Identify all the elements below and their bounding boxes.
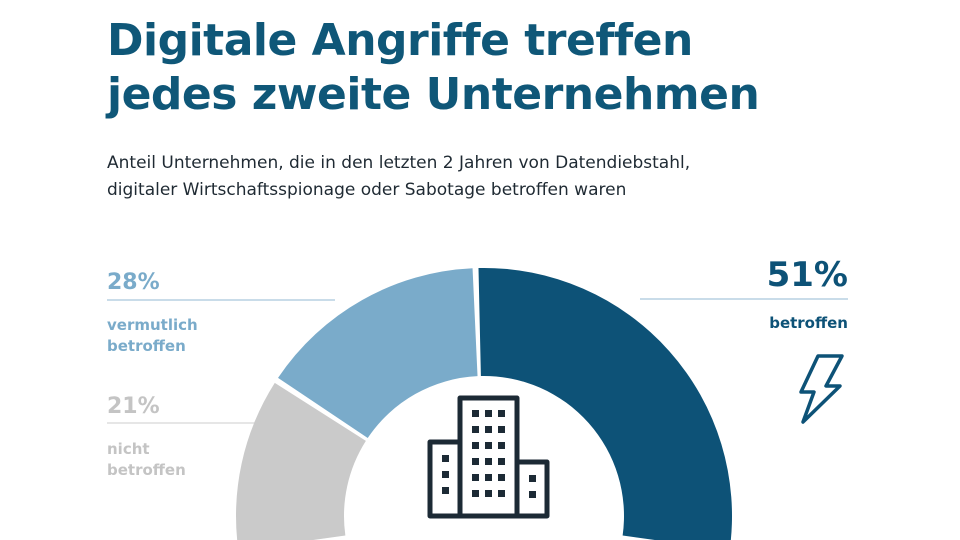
donut-slices: [236, 268, 732, 540]
title-line-1: Digitale Angriffe treffen: [107, 15, 693, 66]
slice-label-nicht-line-1: nicht: [107, 440, 150, 458]
title-line-2: jedes zweite Unternehmen: [107, 69, 760, 120]
subtitle: Anteil Unternehmen, die in den letzten 2…: [107, 150, 690, 204]
slice-label-vermutlich-line-2: betroffen: [107, 337, 186, 355]
slice-vermutlich-betroffen: [278, 268, 478, 439]
value-label-betroffen: 51%: [766, 255, 848, 295]
office-building-icon: [427, 395, 550, 519]
subtitle-line-1: Anteil Unternehmen, die in den letzten 2…: [107, 153, 691, 173]
value-label-vermutlich: 28%: [107, 270, 160, 295]
value-label-nicht: 21%: [107, 394, 160, 419]
lightning-bolt-icon: [799, 354, 844, 424]
slice-label-vermutlich: vermutlich betroffen: [107, 315, 198, 357]
slice-label-nicht-line-2: betroffen: [107, 461, 186, 479]
slice-nicht-betroffen: [236, 382, 366, 540]
page-title: Digitale Angriffe treffen jedes zweite U…: [107, 14, 760, 122]
slice-label-betroffen: betroffen: [769, 314, 848, 332]
slice-betroffen: [478, 268, 732, 540]
slice-label-nicht: nicht betroffen: [107, 439, 186, 481]
slice-label-vermutlich-line-1: vermutlich: [107, 316, 198, 334]
subtitle-line-2: digitaler Wirtschaftsspionage oder Sabot…: [107, 180, 627, 200]
